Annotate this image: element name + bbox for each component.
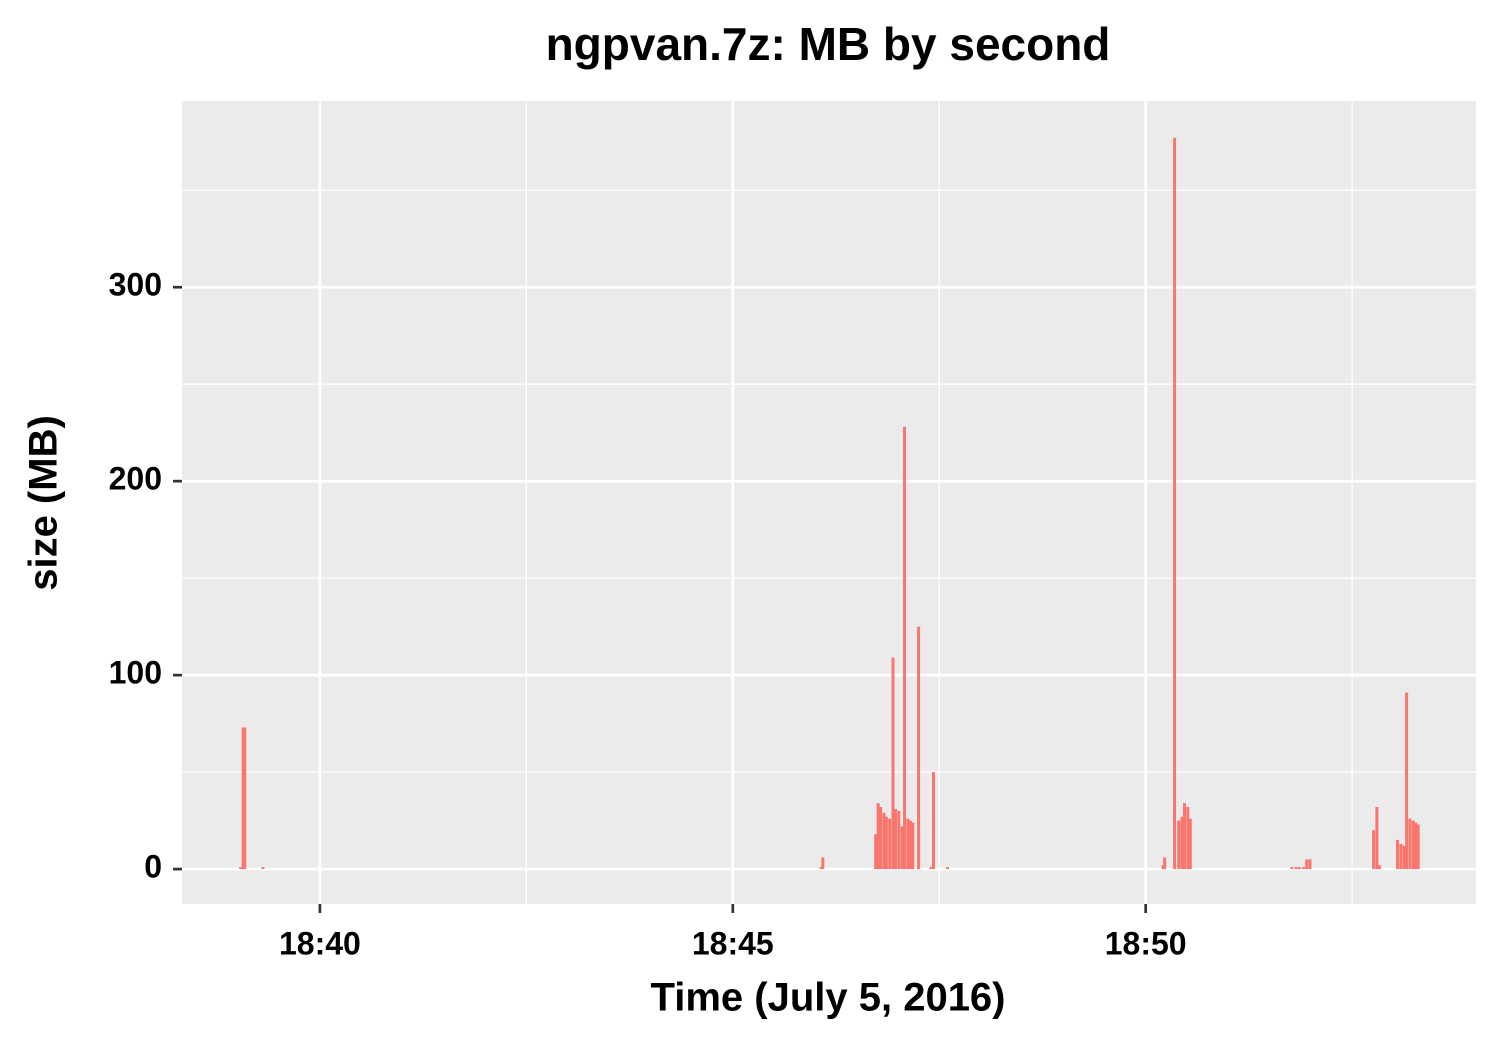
bar	[1173, 137, 1177, 870]
bar	[882, 812, 886, 870]
y-tick-label: 0	[144, 849, 162, 885]
bar	[1416, 824, 1420, 870]
bar	[243, 727, 247, 870]
bar	[261, 867, 265, 870]
bar	[893, 808, 897, 870]
bar	[884, 816, 888, 870]
bar	[1294, 867, 1298, 870]
bar	[891, 657, 895, 870]
bar	[917, 626, 921, 870]
bar	[1180, 816, 1184, 870]
bar	[1411, 820, 1415, 870]
bar	[888, 818, 892, 870]
bar	[1402, 845, 1406, 870]
bar	[1186, 807, 1190, 870]
bar	[1163, 857, 1167, 870]
bar	[1297, 867, 1301, 870]
x-axis-label: Time (July 5, 2016)	[651, 976, 1006, 1020]
bar	[1305, 859, 1309, 870]
chart-title: ngpvan.7z: MB by second	[546, 18, 1111, 70]
bar	[874, 834, 878, 870]
x-tick-label: 18:45	[692, 925, 774, 961]
bar	[1308, 859, 1312, 870]
bar	[241, 727, 245, 870]
bar	[876, 803, 880, 870]
bar	[1377, 865, 1381, 870]
bar	[1290, 867, 1294, 870]
bar	[929, 867, 933, 870]
bar	[879, 807, 883, 870]
bar	[1405, 692, 1409, 870]
y-tick-label: 200	[109, 461, 162, 497]
bar	[911, 822, 915, 870]
y-axis-label: size (MB)	[22, 415, 66, 591]
bar	[1414, 822, 1418, 870]
y-tick-label: 300	[109, 267, 162, 303]
bar	[1375, 807, 1379, 870]
bar	[1161, 865, 1165, 870]
bar	[821, 857, 825, 870]
bar	[945, 867, 949, 870]
bar	[1188, 818, 1192, 870]
bar	[931, 772, 935, 870]
x-tick-label: 18:50	[1105, 925, 1187, 961]
bar	[908, 820, 912, 870]
bar	[903, 426, 907, 870]
x-tick-label: 18:40	[279, 925, 361, 961]
bar	[1399, 843, 1403, 870]
y-tick-label: 100	[109, 655, 162, 691]
bar	[1177, 820, 1181, 870]
bar	[1396, 839, 1400, 870]
bar	[906, 818, 910, 870]
bar	[1182, 803, 1186, 870]
bar	[239, 867, 243, 870]
panel	[182, 101, 1476, 904]
bar	[819, 867, 823, 870]
bar	[1408, 818, 1412, 870]
bar	[897, 810, 901, 870]
bar	[900, 826, 904, 870]
bar	[1372, 830, 1376, 870]
bar	[1301, 867, 1305, 870]
